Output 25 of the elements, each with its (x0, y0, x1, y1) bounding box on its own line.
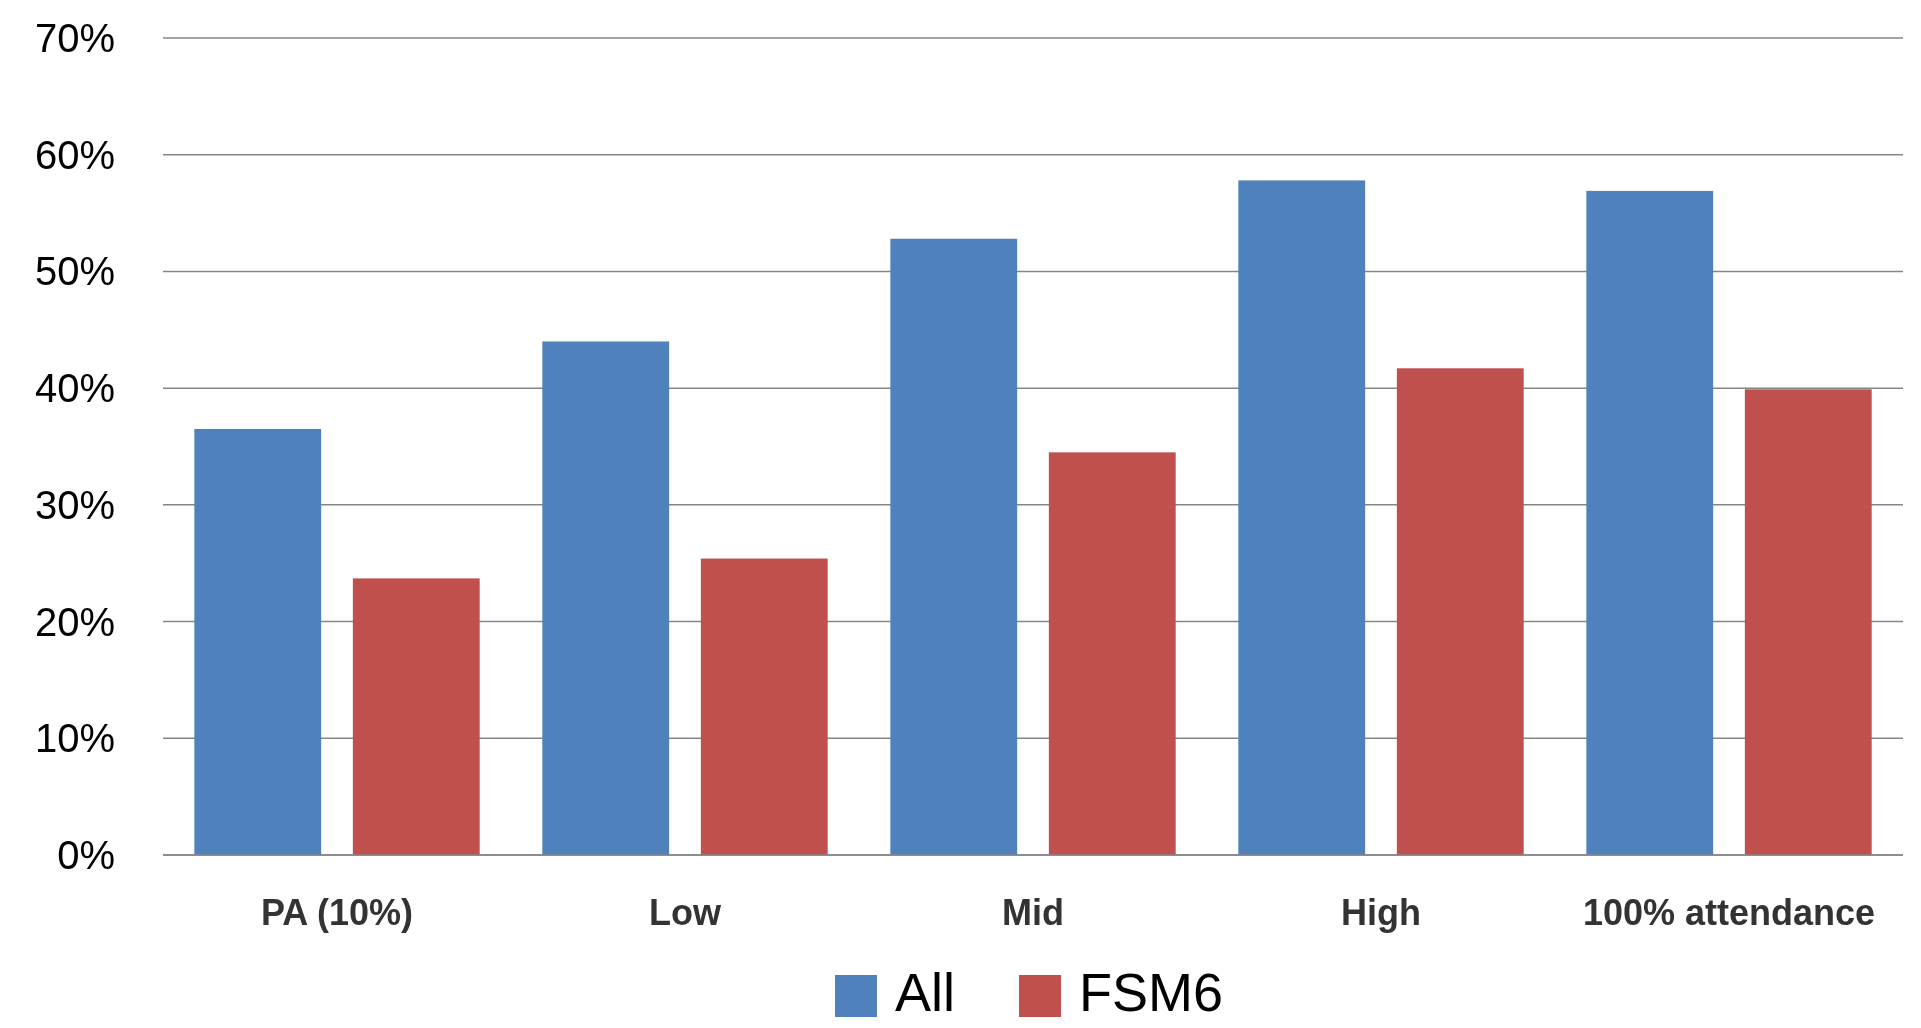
y-tick-label: 30% (34, 482, 115, 527)
x-tick-label: Mid (1002, 892, 1064, 933)
y-tick-label: 10% (34, 716, 115, 761)
bar (1744, 389, 1872, 855)
y-tick-label: 0% (57, 833, 115, 877)
bar (1586, 190, 1714, 855)
bar (1048, 452, 1176, 855)
x-tick-label: Low (649, 892, 722, 933)
y-tick-label: 40% (34, 366, 115, 411)
y-tick-label: 20% (34, 599, 115, 644)
x-tick-label: PA (10%) (260, 892, 414, 933)
y-tick-label: 60% (34, 132, 115, 177)
bar (352, 578, 480, 855)
y-tick-label: 50% (34, 249, 115, 294)
bar (700, 558, 828, 855)
bar (194, 428, 322, 855)
bar (1396, 368, 1524, 855)
bar (542, 341, 670, 855)
x-tick-label: 100% attendance (1582, 892, 1876, 933)
bar (890, 238, 1018, 855)
bar (1238, 180, 1366, 855)
x-tick-label: High (1341, 892, 1421, 933)
legend-label: All (895, 962, 956, 1022)
y-tick-label: 70% (34, 16, 115, 60)
legend-label: FSM6 (1079, 962, 1224, 1022)
